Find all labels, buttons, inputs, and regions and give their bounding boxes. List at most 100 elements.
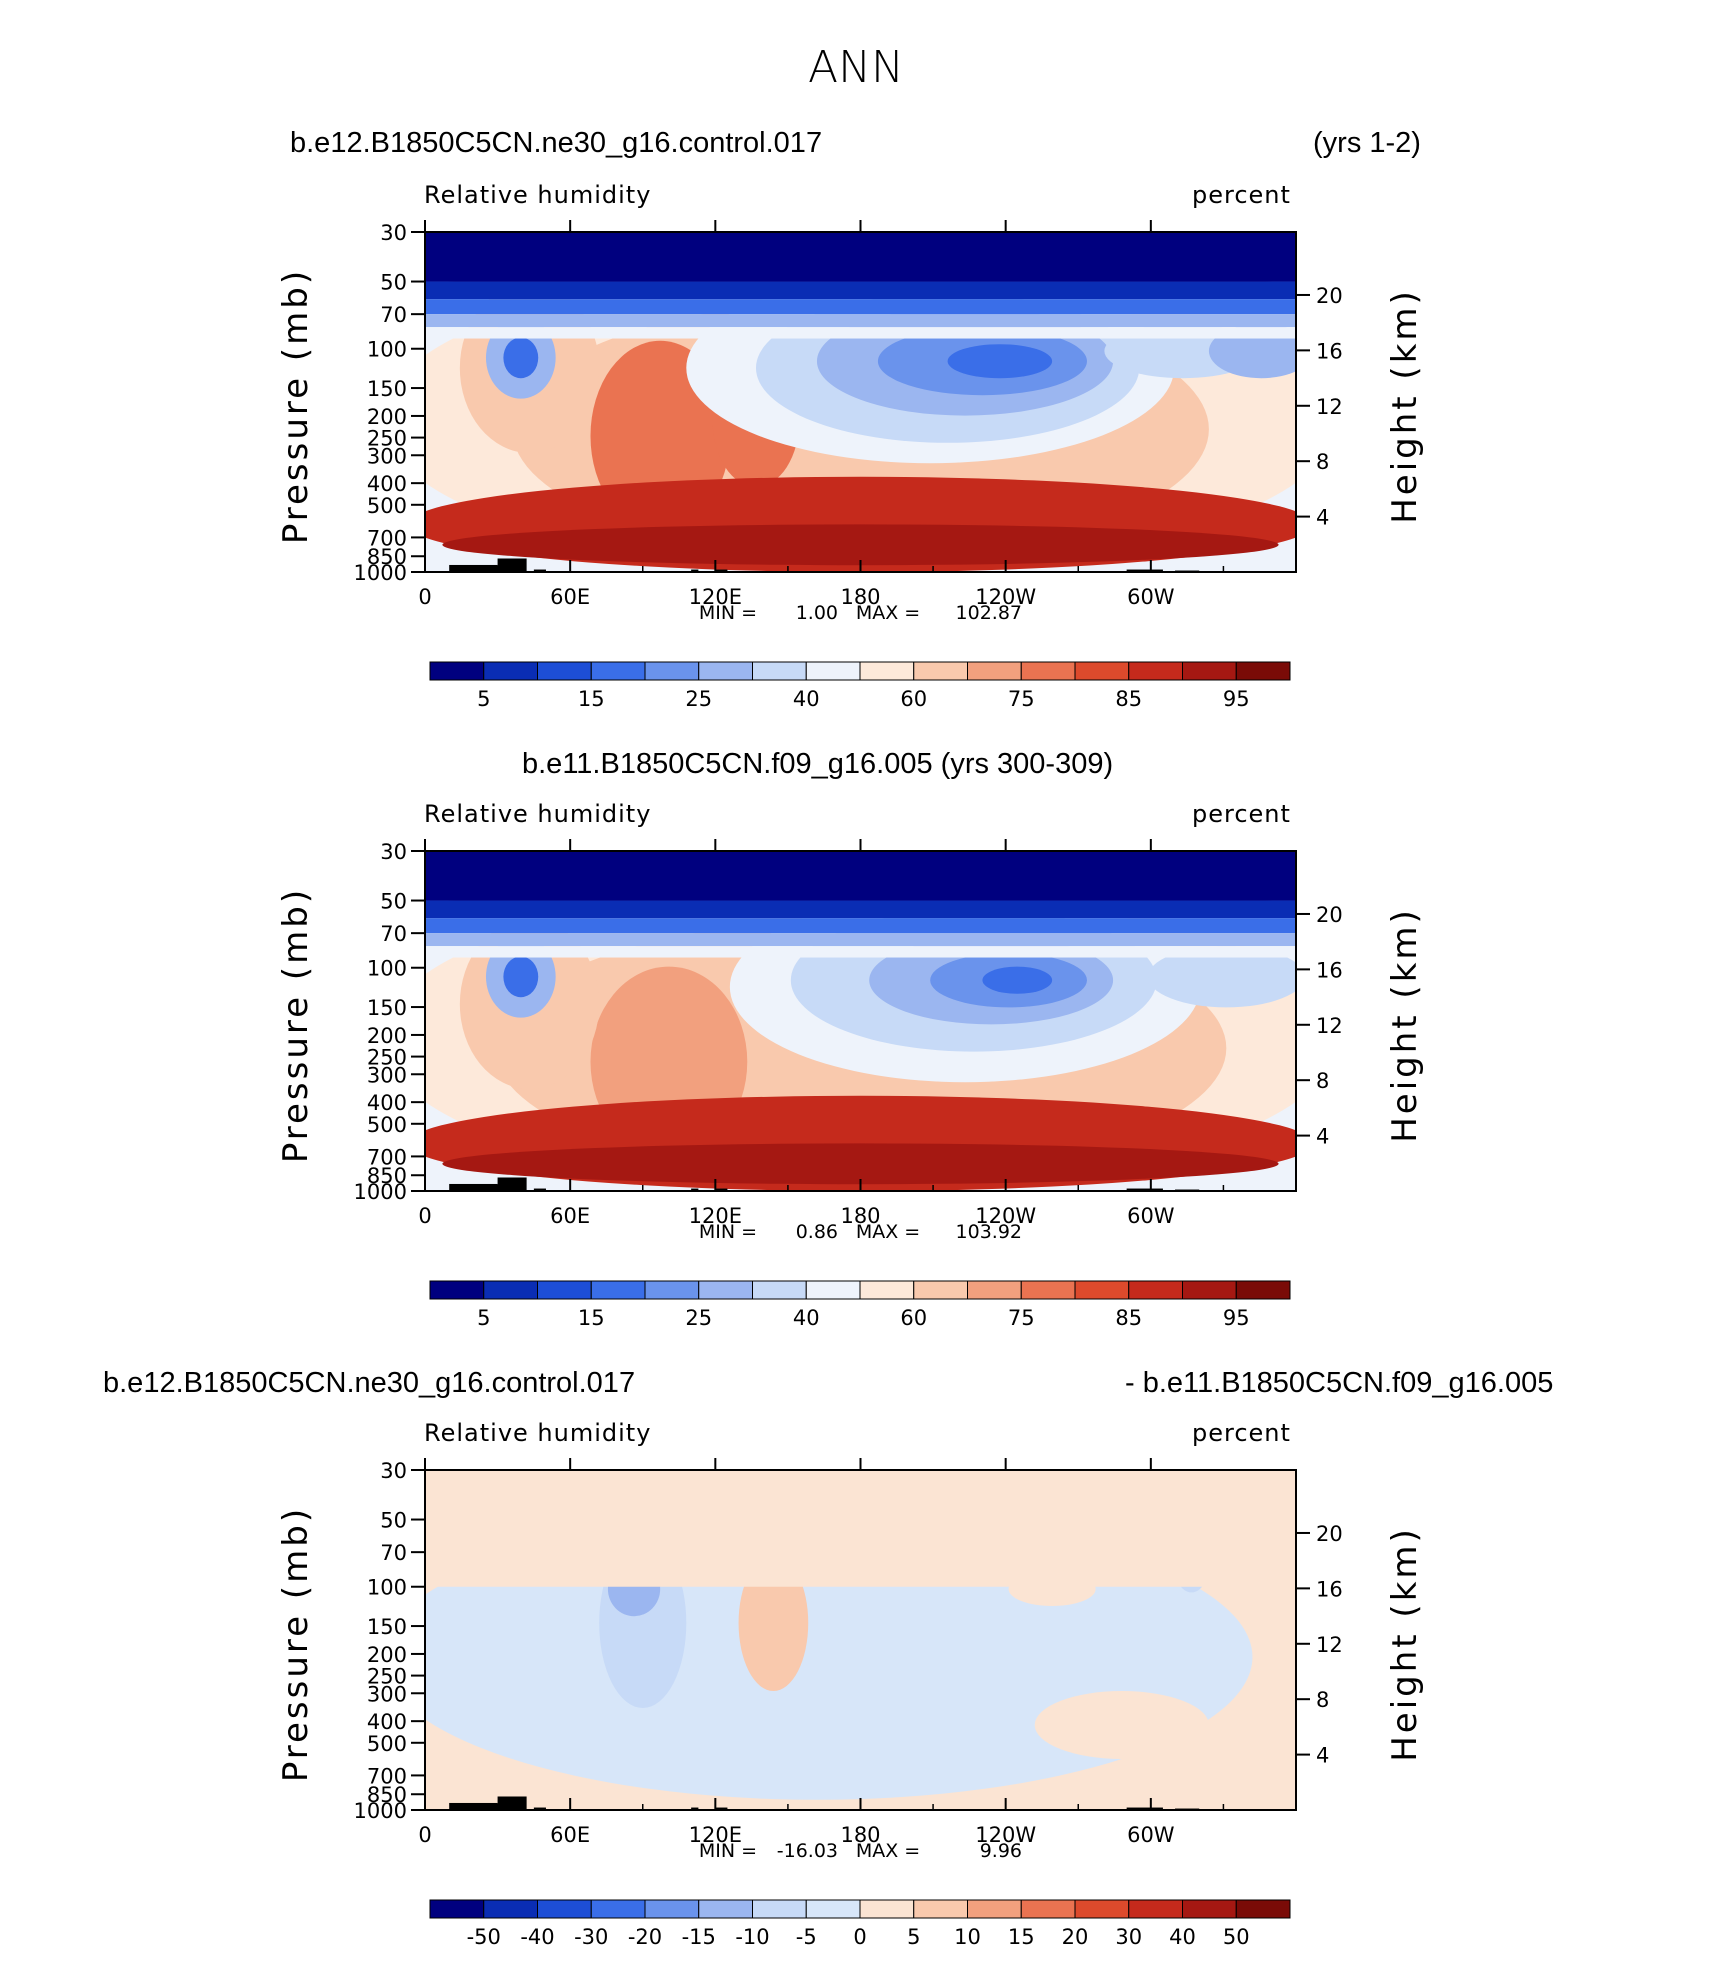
colorbar-swatch [752,1899,807,1919]
colorbar-swatch [752,661,807,681]
panel-1-title-left: b.e12.B1850C5CN.ne30_g16.control.017 [290,127,823,159]
topography-land [691,1188,699,1191]
y-tick-label: 1000 [354,1799,407,1823]
topography-land [715,1807,728,1810]
y-tick-label: 400 [367,1710,407,1734]
panel-3-units-label: percent [1192,1419,1291,1447]
x-tick-label: 60W [1127,1823,1175,1847]
min-label: MIN = [699,1221,757,1243]
min-value: 1.00 [796,602,838,624]
stratosphere-band [425,900,1296,919]
colorbar-label: 85 [1115,687,1142,711]
topography-land [449,1802,498,1810]
y-tick-label: 70 [380,303,407,327]
colorbar-swatch [1128,1899,1183,1919]
figure-title: ANN [808,42,904,93]
colorbar-label: 75 [1008,1306,1035,1330]
colorbar-label: 5 [477,687,490,711]
y2-tick-label: 12 [1316,1633,1343,1657]
contour-field [425,1470,1296,1810]
max-label: MAX = [856,1221,920,1243]
topography-land [691,569,699,572]
colorbar-swatch [1128,661,1183,681]
colorbar-swatch [859,1899,915,1919]
contour-region [982,966,1053,994]
colorbar-swatch [698,661,753,681]
colorbar-swatch [429,1280,485,1300]
x-tick-label: 120E [689,1823,742,1847]
y-tick-label: 200 [367,1643,407,1667]
colorbar-swatch [590,1280,646,1300]
y-tick-label: 200 [367,1024,407,1048]
y-tick-label: 50 [380,271,407,295]
colorbar-label: 95 [1223,687,1250,711]
colorbar-label: -10 [735,1925,769,1949]
y-tick-label: 700 [367,526,407,550]
x-tick-label: 60W [1127,585,1175,609]
x-tick-label: 120W [975,1823,1036,1847]
y-tick-label: 400 [367,1091,407,1115]
topography-land [497,1796,527,1810]
colorbar-swatch [1235,661,1291,681]
topography-land [449,1183,498,1191]
y-tick-label: 100 [367,338,407,362]
panel-1-units-label: percent [1192,181,1291,209]
y-tick-label: 30 [380,840,407,864]
colorbar-swatch [805,661,861,681]
stratosphere-band [425,946,1296,958]
colorbar-label: -30 [574,1925,608,1949]
colorbar-swatch [590,661,646,681]
colorbar-swatch [859,661,915,681]
stratosphere-band [425,1470,1296,1587]
colorbar-label: 15 [1008,1925,1035,1949]
max-label: MAX = [856,1840,920,1862]
colorbar-swatch [967,1280,1022,1300]
x-tick-label: 180 [840,585,880,609]
x-tick-label: 60W [1127,1204,1175,1228]
topography-land [715,569,728,572]
min-value: -16.03 [777,1840,838,1862]
colorbar-label: -50 [467,1925,501,1949]
max-label: MAX = [856,602,920,624]
y-tick-label: 500 [367,1732,407,1756]
topography-land [533,1807,546,1810]
colorbar-swatch [752,1280,807,1300]
colorbar-swatch [537,1280,592,1300]
topography-land [1126,1807,1163,1810]
colorbar-swatch [913,1899,968,1919]
y-tick-label: 500 [367,1113,407,1137]
y-tick-label: 50 [380,890,407,914]
colorbar-swatch [644,661,700,681]
stratosphere-band [425,314,1296,328]
stratosphere-band [425,281,1296,300]
contour-region [503,956,539,998]
colorbar-swatch [483,661,538,681]
y2-tick-label: 12 [1316,395,1343,419]
panel-1-variable-label: Relative humidity [424,181,652,209]
x-tick-label: 180 [840,1204,880,1228]
contour-region [442,524,1279,566]
panel-2-variable-label: Relative humidity [424,800,652,828]
topography-land [691,1807,699,1810]
colorbar-swatch [1235,1899,1291,1919]
y-tick-label: 100 [367,1576,407,1600]
max-value: 103.92 [956,1221,1022,1243]
y-tick-label: 700 [367,1764,407,1788]
y-tick-label: 1000 [354,561,407,585]
topography-land [715,1188,728,1191]
colorbar-swatch [1020,661,1076,681]
topography-land [497,1177,527,1191]
min-value: 0.86 [796,1221,838,1243]
colorbar-label: 25 [685,687,712,711]
colorbar-label: 20 [1062,1925,1089,1949]
x-tick-label: 0 [418,1204,431,1228]
colorbar-swatch [429,661,485,681]
stratosphere-band [425,232,1296,282]
panel-3-title-left: b.e12.B1850C5CN.ne30_g16.control.017 [103,1367,636,1399]
colorbar-swatch [1074,661,1130,681]
y2-tick-label: 8 [1316,1688,1329,1712]
x-tick-label: 120E [689,585,742,609]
stratosphere-band [425,918,1296,934]
y-tick-label: 500 [367,494,407,518]
